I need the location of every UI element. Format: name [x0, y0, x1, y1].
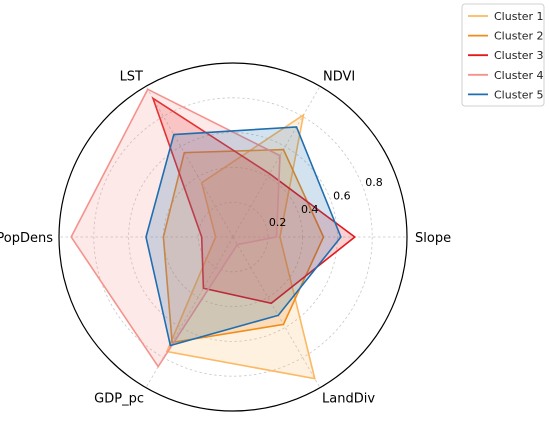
grid-circle [162, 166, 303, 307]
outer-frame [58, 62, 408, 412]
legend-box [461, 3, 545, 107]
r-tick-label: 0.4 [301, 203, 319, 216]
series-polygon-cluster-4 [70, 88, 281, 369]
r-tick-label: 0.6 [333, 190, 351, 203]
grid-circle [93, 97, 373, 377]
series-polygon-cluster-1 [165, 113, 316, 380]
axis-label-landdiv: LandDiv [322, 392, 375, 407]
legend-label-cluster-1: Cluster 1 [494, 10, 544, 23]
legend-label-cluster-3: Cluster 3 [494, 49, 544, 62]
grid-layer [58, 62, 408, 412]
series-polygon-cluster-3 [151, 96, 357, 305]
r-tick-label: 0.8 [365, 176, 383, 189]
axis-label-popdens: PopDens [0, 231, 53, 246]
grid-spoke [232, 236, 321, 388]
series-layer [70, 88, 357, 380]
legend-label-cluster-5: Cluster 5 [494, 88, 544, 101]
series-polygon-cluster-5 [145, 126, 342, 347]
grid-spoke [232, 86, 321, 238]
axis-label-lst: LST [120, 69, 143, 84]
legend-label-cluster-4: Cluster 4 [494, 69, 544, 82]
legend-label-cluster-2: Cluster 2 [494, 30, 544, 43]
axis-label-gdp-pc: GDP_pc [94, 392, 144, 407]
grid-spoke [145, 86, 234, 238]
axis-label-ndvi: NDVI [323, 69, 355, 84]
label-layer: 0.2 0.4 0.6 0.8 Slope NDVI LST PopDens GDP_pc Lan… [0, 69, 451, 406]
r-tick-label: 0.2 [269, 216, 287, 229]
axis-label-slope: Slope [415, 231, 451, 246]
legend: Cluster 1 Cluster 2 Cluster 3 Cluster 4 Clus… [461, 3, 545, 107]
grid-circle [197, 201, 269, 273]
